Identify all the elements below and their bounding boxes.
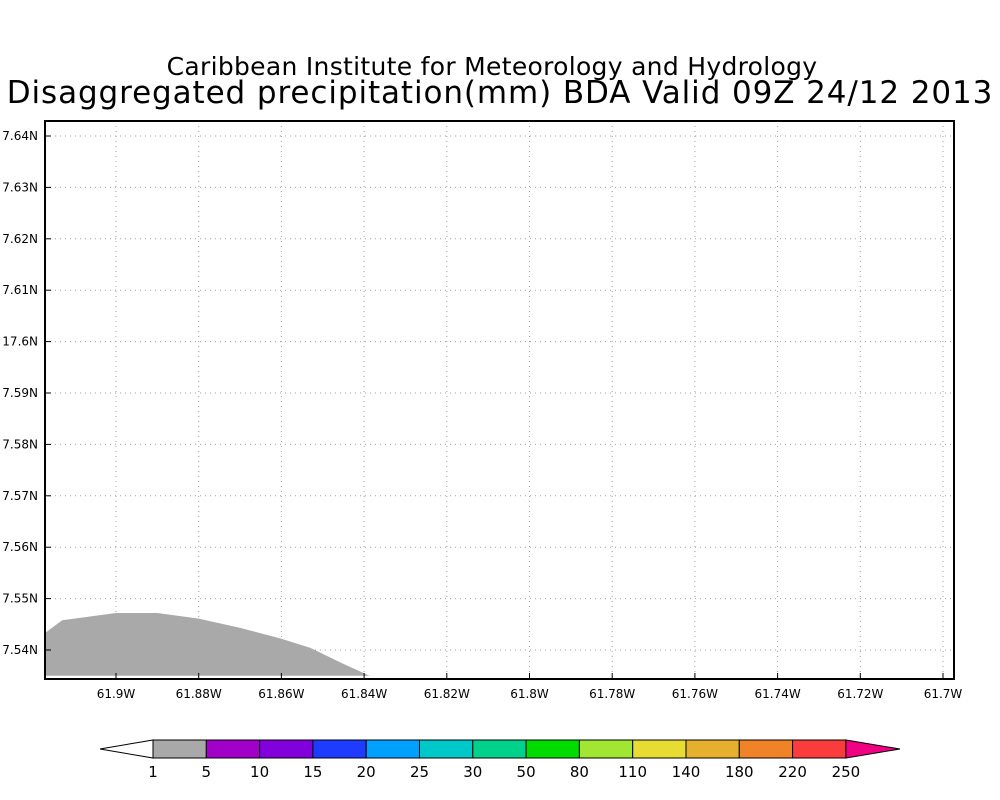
colorbar-label: 25 <box>410 763 429 781</box>
lat-tick-label: 17.6N <box>2 335 38 349</box>
land-region <box>45 135 944 679</box>
lon-tick-label: 61.82W <box>424 687 470 701</box>
longitude-labels: 61.9W 61.88W 61.86W 61.84W 61.82W 61.8W 61.78W… <box>97 687 963 701</box>
lat-tick-label: 7.59N <box>2 386 38 400</box>
colorbar-label: 250 <box>832 763 861 781</box>
colorbar-swatch <box>365 739 421 759</box>
colorbar-swatch <box>419 739 474 759</box>
lat-tick-label: 7.61N <box>2 283 38 297</box>
colorbar-label: 140 <box>672 763 701 781</box>
graticule <box>45 121 954 679</box>
colorbar-label: 50 <box>517 763 536 781</box>
colorbar-swatch <box>259 739 314 759</box>
lat-tick-label: 7.64N <box>2 129 38 143</box>
colorbar-label: 30 <box>463 763 482 781</box>
lon-tick-label: 61.88W <box>176 687 222 701</box>
colorbar: 1 5 10 15 20 25 30 50 80 110 140 180 220 250 <box>99 739 901 781</box>
colorbar-label: 1 <box>148 763 158 781</box>
lon-tick-label: 61.8W <box>510 687 549 701</box>
colorbar-label: 180 <box>725 763 754 781</box>
colorbar-label: 110 <box>618 763 647 781</box>
colorbar-label: 10 <box>250 763 269 781</box>
lon-tick-label: 61.78W <box>589 687 635 701</box>
colorbar-swatch <box>472 739 527 759</box>
colorbar-swatch <box>205 739 261 759</box>
colorbar-swatch <box>845 739 901 759</box>
map-title: Disaggregated precipitation(mm) BDA Vali… <box>6 75 994 111</box>
colorbar-swatch <box>99 739 154 759</box>
lon-tick-label: 61.86W <box>258 687 304 701</box>
colorbar-swatch <box>632 739 687 759</box>
lat-tick-label: 7.54N <box>2 643 38 657</box>
colorbar-swatch <box>152 739 207 759</box>
lon-tick-label: 61.9W <box>97 687 136 701</box>
colorbar-label: 20 <box>357 763 376 781</box>
island-landmass <box>45 613 370 676</box>
lat-tick-label: 7.56N <box>2 540 38 554</box>
lon-tick-label: 61.76W <box>672 687 718 701</box>
colorbar-swatch <box>525 739 580 759</box>
institute-title: Caribbean Institute for Meteorology and … <box>166 52 818 81</box>
colorbar-swatch <box>312 739 367 759</box>
colorbar-label: 220 <box>778 763 807 781</box>
lat-tick-label: 7.62N <box>2 232 38 246</box>
lat-tick-label: 7.58N <box>2 437 38 451</box>
lon-tick-label: 61.84W <box>341 687 387 701</box>
colorbar-swatch <box>738 739 794 759</box>
lat-tick-label: 7.57N <box>2 489 38 503</box>
lon-tick-label: 61.7W <box>924 687 963 701</box>
lon-tick-label: 61.72W <box>837 687 883 701</box>
lon-tick-label: 61.74W <box>754 687 800 701</box>
map-frame <box>44 120 955 680</box>
lat-tick-label: 7.63N <box>2 180 38 194</box>
colorbar-label: 5 <box>202 763 212 781</box>
colorbar-label: 80 <box>570 763 589 781</box>
colorbar-swatch <box>685 739 740 759</box>
colorbar-swatch <box>792 739 847 759</box>
colorbar-swatch <box>578 739 634 759</box>
colorbar-label: 15 <box>303 763 322 781</box>
latitude-labels: 7.64N 7.63N 7.62N 7.61N 17.6N 7.59N 7.58N 7.57N… <box>2 129 38 657</box>
lat-tick-label: 7.55N <box>2 592 38 606</box>
